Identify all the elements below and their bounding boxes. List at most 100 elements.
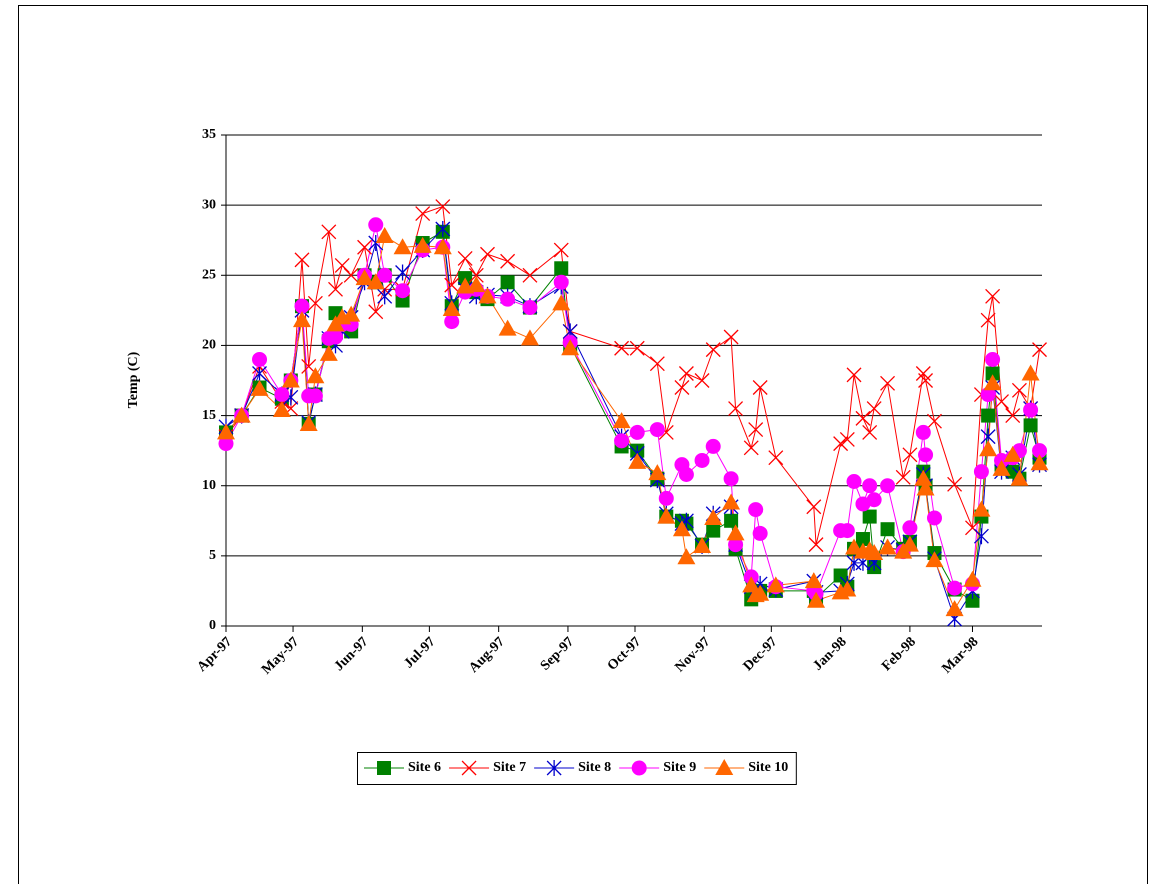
marker [444, 277, 460, 293]
marker [979, 440, 998, 457]
y-tick-label: 30 [202, 197, 216, 212]
marker [442, 299, 461, 316]
marker [628, 452, 647, 469]
marker [553, 242, 569, 258]
marker [704, 508, 723, 525]
marker [915, 424, 931, 440]
marker [945, 600, 964, 617]
marker [272, 400, 291, 417]
marker [965, 593, 980, 608]
marker [413, 236, 432, 253]
legend-label: Site 6 [408, 760, 441, 775]
marker [862, 424, 878, 440]
marker [768, 450, 784, 466]
marker [328, 281, 343, 297]
marker [743, 440, 759, 456]
marker [748, 502, 764, 518]
marker [500, 253, 516, 269]
marker [1023, 418, 1038, 433]
marker [674, 380, 690, 395]
marker [657, 507, 676, 524]
marker [435, 220, 451, 237]
marker [981, 408, 996, 423]
marker [629, 340, 645, 356]
marker [694, 452, 710, 468]
marker [866, 401, 882, 417]
marker [833, 568, 848, 583]
y-tick-label: 20 [202, 338, 216, 353]
marker [561, 339, 580, 356]
y-tick-label: 15 [202, 408, 216, 423]
marker [839, 523, 855, 539]
marker [914, 469, 933, 486]
marker [1003, 445, 1022, 462]
legend-label: Site 9 [663, 760, 696, 775]
marker [1011, 382, 1027, 398]
marker [980, 312, 996, 328]
marker [902, 447, 918, 463]
chart-border [18, 5, 1148, 884]
marker [866, 492, 882, 508]
marker [498, 319, 517, 336]
marker [478, 287, 497, 304]
marker [281, 371, 300, 388]
marker [846, 474, 862, 490]
marker [342, 305, 361, 322]
marker [614, 433, 630, 449]
marker [612, 412, 631, 429]
marker [1010, 469, 1029, 486]
marker [722, 493, 741, 510]
marker [629, 424, 645, 440]
marker [307, 388, 323, 404]
marker [947, 580, 963, 596]
marker [855, 532, 870, 547]
marker [972, 500, 991, 517]
marker [444, 314, 460, 330]
marker [328, 329, 344, 345]
marker [678, 366, 694, 381]
legend-label: Site 10 [748, 760, 788, 775]
marker [433, 238, 452, 255]
marker [252, 365, 267, 382]
marker [880, 478, 896, 494]
marker [880, 522, 895, 537]
marker [973, 528, 989, 545]
marker [983, 374, 1002, 391]
marker [500, 275, 515, 290]
marker [554, 261, 569, 276]
y-axis-label: Temp (C) [126, 351, 141, 408]
marker [973, 464, 989, 480]
marker [846, 367, 862, 383]
marker [299, 414, 318, 431]
marker [467, 276, 486, 293]
marker [552, 294, 571, 311]
marker [724, 513, 739, 528]
marker [705, 342, 721, 358]
marker [723, 329, 739, 345]
marker [925, 551, 944, 568]
marker [343, 267, 359, 283]
marker [375, 227, 394, 244]
marker [992, 459, 1011, 476]
marker [748, 422, 764, 438]
marker [1005, 408, 1021, 424]
marker [838, 580, 857, 597]
marker [963, 570, 982, 587]
marker [658, 490, 674, 506]
marker [321, 224, 337, 240]
marker [1023, 402, 1039, 418]
marker [520, 329, 539, 346]
marker [522, 300, 538, 316]
marker [522, 267, 538, 283]
marker [292, 311, 311, 328]
marker [918, 447, 934, 463]
marker [457, 250, 473, 266]
marker [980, 387, 996, 403]
marker [807, 591, 826, 608]
marker [306, 367, 325, 384]
marker [752, 380, 768, 395]
marker [232, 406, 251, 423]
marker [706, 523, 721, 538]
marker [294, 252, 310, 268]
marker [415, 206, 431, 222]
